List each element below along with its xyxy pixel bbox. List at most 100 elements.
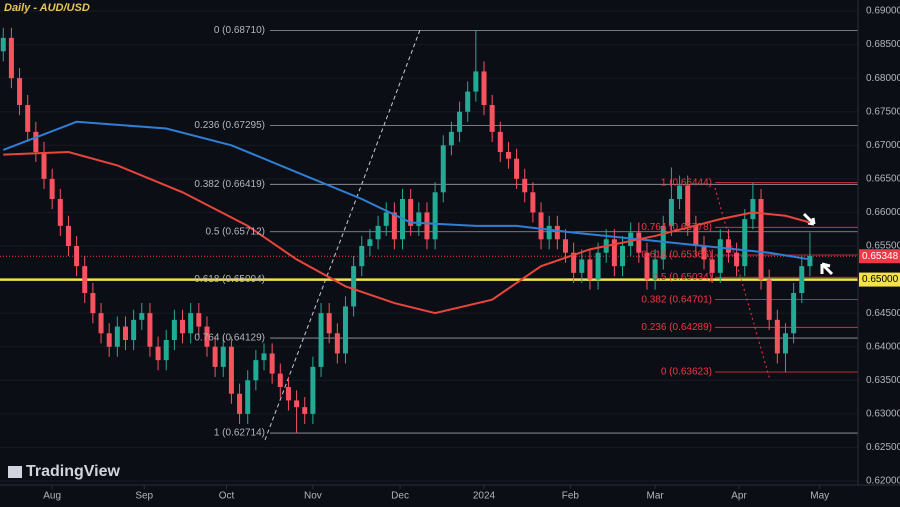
candle-body [359,246,365,267]
fib-label: 1 (0.62714) [214,428,265,439]
candle-body [685,185,691,226]
price-tag-label: 0.65000 [862,274,899,285]
fib-label: 0.236 (0.67295) [194,120,265,131]
candle-body [49,178,55,199]
candle-body [457,111,463,132]
candle-body [677,185,683,199]
candle-body [391,212,397,240]
trend-line [714,187,771,381]
candle-body [668,199,674,226]
candle-body [237,393,243,414]
candle-body [114,326,120,347]
candle-body [285,387,291,401]
candle-body [139,313,145,320]
candle-body [0,37,6,52]
price-tag [859,249,900,264]
candle-body [318,313,324,367]
candle-body [220,346,226,367]
candle-body [774,319,780,354]
y-tick-label: 0.68000 [866,73,900,84]
y-tick-label: 0.63000 [866,408,900,419]
candle-body [245,380,251,414]
candle-body [302,407,308,414]
candle-body [342,306,348,354]
candle-body [571,252,577,273]
candle-body [106,333,112,347]
watermark: TradingView [26,463,121,480]
chart-title: Daily - AUD/USD [4,2,90,14]
candle-body [33,131,39,152]
x-tick-label: Apr [731,491,747,502]
candle-body [269,353,275,374]
moving-average [2,120,811,261]
candle-body [709,259,715,273]
y-tick-label: 0.64000 [866,341,900,352]
candle-body [171,319,177,340]
candle-body [717,239,723,273]
fib-label: 0.618 (0.65366) [641,250,712,261]
candle-body [261,353,267,361]
candle-body [766,279,772,320]
candle-body [351,266,357,307]
fib-label: 0.764 (0.64129) [194,333,265,344]
candle-body [595,252,601,280]
candle-body [163,340,169,361]
x-tick-label: Mar [646,491,664,502]
x-tick-label: Feb [562,491,580,502]
candle-body [253,360,259,381]
candle-body [807,256,813,267]
candle-body [228,346,234,394]
candle-body [644,252,650,280]
candle-body [131,319,137,340]
candle-body [725,239,731,253]
candle-body [562,239,568,253]
fib-label: 0.764 (0.65778) [641,222,712,233]
candle-body [65,225,71,246]
candle-body [188,313,194,334]
x-tick-label: Dec [391,491,409,502]
candle-body [587,259,593,280]
candle-body [180,319,186,334]
y-tick-label: 0.67500 [866,106,900,117]
candle-body [432,192,438,240]
candle-body [799,266,805,293]
fib-label: 0 (0.63623) [661,367,712,378]
candle-body [416,212,422,226]
price-tag-label: 0.65348 [862,251,899,262]
candle-body [782,333,788,354]
candle-body [791,293,797,334]
candle-body [440,145,446,193]
fib-label: 0.5 (0.65712) [206,226,266,237]
fib-label: 0.236 (0.64289) [641,322,712,333]
fib-label: 0 (0.68710) [214,25,265,36]
candle-body [497,131,503,152]
candle-body [734,252,740,267]
candle-body [82,266,88,293]
candle-body [326,313,332,334]
y-tick-label: 0.62500 [866,442,900,453]
candle-body [611,239,617,267]
candle-body [750,199,756,220]
candle-body [514,158,520,179]
candle-body [212,346,218,367]
candle-body [277,373,283,387]
candle-body [74,246,80,267]
candle-body [294,400,300,408]
moving-average [3,150,811,315]
candle-body [17,78,23,105]
fib-label: 0.618 (0.65004) [194,274,265,285]
y-tick-label: 0.66500 [866,173,900,184]
x-tick-label: Aug [43,491,61,502]
candle-body [481,71,487,105]
price-tag [859,272,900,287]
logo [8,466,22,478]
candle-body [8,37,14,79]
y-tick-label: 0.68500 [866,39,900,50]
candle-body [473,71,479,92]
candle-body [367,239,373,246]
candle-body [522,178,528,193]
candle-body [310,366,316,414]
fib-label: 0.5 (0.65034) [653,272,713,283]
